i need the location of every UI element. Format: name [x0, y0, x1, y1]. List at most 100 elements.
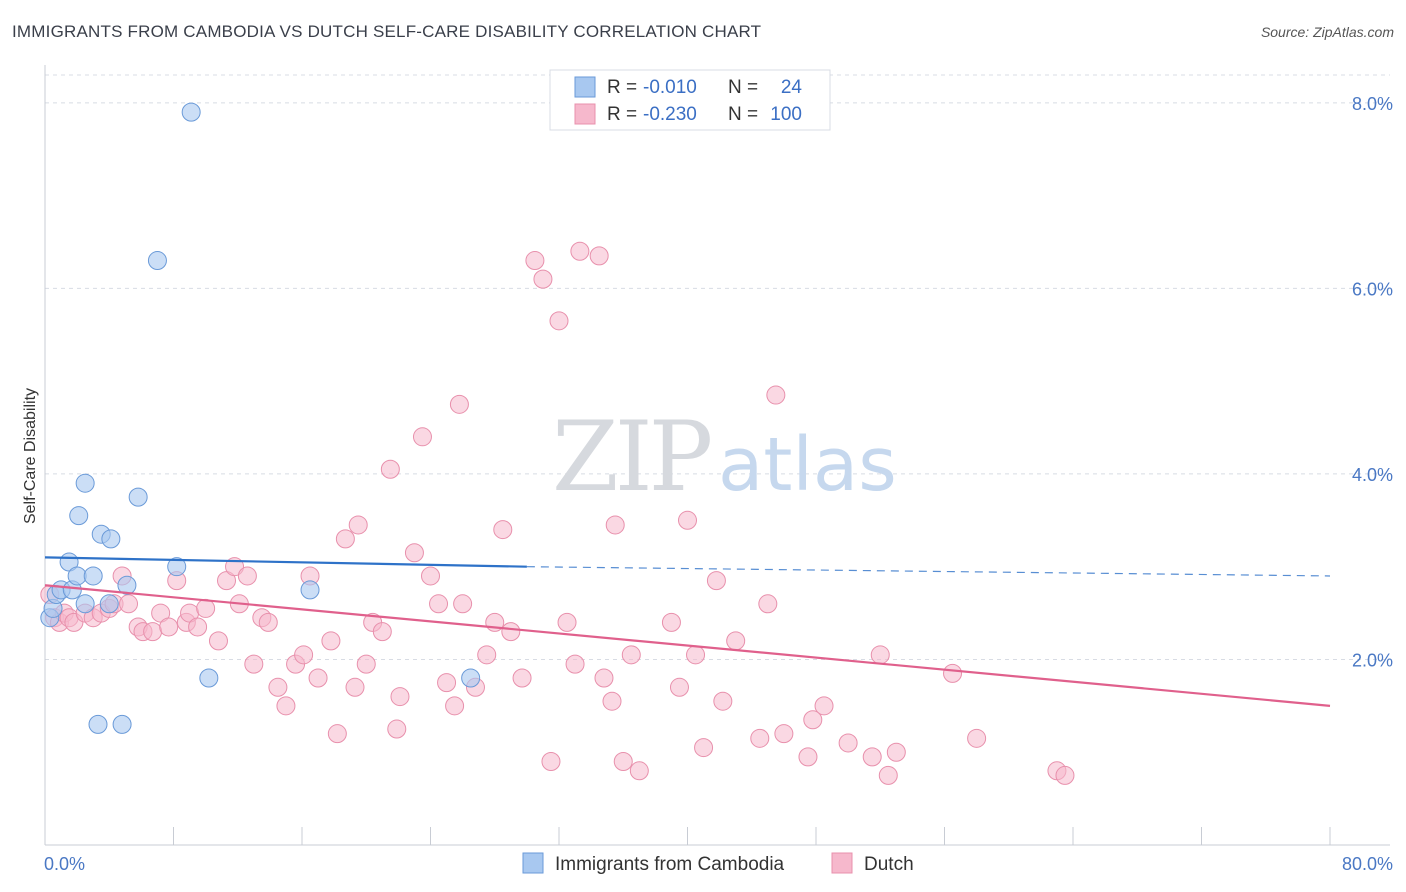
- dutch-point-53: [445, 696, 465, 716]
- legend-n-label-1: N =: [728, 77, 758, 98]
- dutch-point-21: [188, 617, 208, 637]
- cambodia-point-8: [75, 473, 95, 493]
- dutch-point-40: [345, 677, 365, 697]
- dutch-point-65: [549, 311, 569, 331]
- dutch-point-42: [356, 654, 376, 674]
- dutch-point-69: [589, 246, 609, 266]
- dutch-point-63: [533, 269, 553, 289]
- dutch-point-66: [557, 612, 577, 632]
- dutch-point-12: [119, 594, 139, 614]
- dutch-point-84: [750, 728, 770, 748]
- dutch-point-61: [512, 668, 532, 688]
- legend-n-value-1: 24: [781, 77, 803, 98]
- dutch-point-23: [208, 631, 228, 651]
- dutch-point-36: [308, 668, 328, 688]
- x-tick-label-1: 80.0%: [1342, 854, 1393, 874]
- dutch-point-39: [335, 529, 355, 549]
- dutch-point-90: [814, 696, 834, 716]
- dutch-point-44: [372, 622, 392, 642]
- chart-title: IMMIGRANTS FROM CAMBODIA VS DUTCH SELF-C…: [12, 22, 762, 41]
- dutch-point-28: [244, 654, 264, 674]
- cambodia-trend-extension: [526, 566, 1331, 577]
- series-legend: Immigrants from Cambodia Dutch: [522, 852, 914, 875]
- stats-legend: R = -0.010 N = 24 R = -0.230 N = 100: [549, 69, 831, 131]
- cambodia-point-16: [147, 251, 167, 271]
- legend-r-value-2: -0.230: [643, 104, 697, 125]
- dutch-point-76: [661, 612, 681, 632]
- dutch-point-41: [348, 515, 368, 535]
- dutch-point-38: [327, 724, 347, 744]
- cambodia-point-20: [300, 580, 320, 600]
- dutch-point-70: [594, 668, 614, 688]
- dutch-point-94: [886, 742, 906, 762]
- dutch-point-52: [437, 673, 457, 693]
- dutch-point-72: [605, 515, 625, 535]
- dutch-point-37: [321, 631, 341, 651]
- dutch-point-50: [421, 566, 440, 586]
- dutch-point-89: [803, 710, 823, 730]
- legend-r-label-1: R =: [607, 77, 637, 98]
- dutch-point-93: [878, 765, 898, 785]
- legend-swatch-cambodia: [574, 76, 596, 98]
- dutch-point-51: [429, 594, 449, 614]
- dutch-point-85: [758, 594, 778, 614]
- dutch-point-88: [798, 747, 818, 767]
- dutch-point-77: [669, 677, 689, 697]
- legend-n-value-2: 100: [770, 104, 802, 125]
- watermark: ZIP atlas: [552, 401, 897, 513]
- axes: [44, 65, 1390, 846]
- dutch-point-79: [686, 645, 706, 665]
- dutch-point-86: [766, 385, 786, 405]
- y-axis-label: Self-Care Disability: [22, 388, 39, 524]
- y-tick-label-3: 8.0%: [1352, 94, 1393, 114]
- dutch-point-74: [621, 645, 641, 665]
- dutch-point-17: [159, 617, 179, 637]
- cambodia-point-23: [112, 714, 132, 734]
- dutch-point-31: [268, 677, 288, 697]
- cambodia-point-17: [167, 557, 187, 577]
- source-credit: Source: ZipAtlas.com: [1260, 24, 1394, 40]
- dutch-trend-line: [44, 584, 1331, 707]
- dutch-point-68: [570, 241, 590, 261]
- cambodia-points: [40, 102, 481, 734]
- legend-swatch-dutch: [574, 103, 596, 125]
- dutch-point-92: [862, 747, 882, 767]
- legend-r-value-1: -0.010: [643, 77, 697, 98]
- cambodia-point-18: [181, 102, 201, 122]
- dutch-point-32: [276, 696, 296, 716]
- cambodia-point-12: [99, 594, 119, 614]
- cambodia-point-9: [75, 594, 95, 614]
- cambodia-point-7: [69, 506, 89, 526]
- dutch-point-57: [477, 645, 497, 665]
- x-tick-label-0: 0.0%: [44, 854, 85, 874]
- dutch-point-96: [967, 728, 987, 748]
- dutch-point-67: [565, 654, 585, 674]
- watermark-atlas: atlas: [718, 422, 897, 508]
- dutch-point-87: [774, 724, 794, 744]
- dutch-point-22: [196, 598, 216, 618]
- dutch-point-15: [143, 622, 163, 642]
- dutch-point-30: [258, 612, 278, 632]
- cambodia-point-10: [83, 566, 103, 586]
- dutch-point-49: [412, 427, 432, 447]
- dutch-point-55: [453, 594, 473, 614]
- cambodia-point-6: [67, 566, 87, 586]
- dutch-point-78: [678, 510, 697, 530]
- dutch-point-81: [706, 571, 726, 591]
- dutch-point-60: [501, 622, 521, 642]
- trend-lines: [44, 556, 1331, 707]
- dutch-point-95: [943, 663, 963, 683]
- y-tick-label-2: 6.0%: [1352, 279, 1393, 299]
- legend-r-label-2: R =: [607, 104, 637, 125]
- tick-labels: 2.0% 4.0% 6.0% 8.0% 0.0% 80.0%: [44, 94, 1393, 874]
- dutch-point-64: [541, 752, 561, 772]
- watermark-zip: ZIP: [552, 401, 711, 513]
- dutch-point-71: [602, 691, 622, 711]
- dutch-point-99: [870, 645, 890, 665]
- dutch-point-82: [713, 691, 733, 711]
- dutch-point-34: [294, 645, 314, 665]
- dutch-point-62: [525, 251, 545, 271]
- cambodia-point-13: [101, 529, 121, 549]
- cambodia-point-22: [88, 714, 108, 734]
